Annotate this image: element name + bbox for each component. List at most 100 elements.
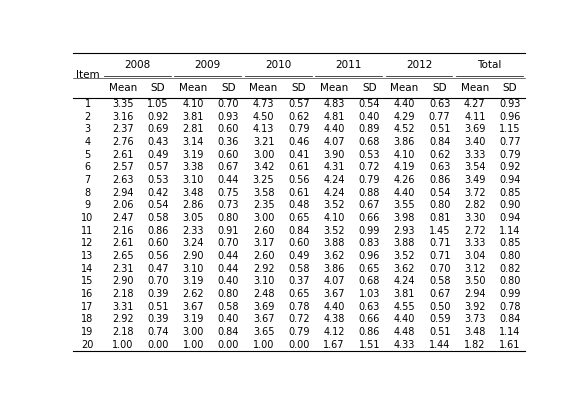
Text: SD: SD [362, 83, 377, 93]
Text: Mean: Mean [390, 83, 419, 93]
Text: 0.85: 0.85 [499, 188, 521, 198]
Text: 4.29: 4.29 [394, 112, 415, 122]
Text: 4.38: 4.38 [324, 314, 345, 324]
Text: 0.83: 0.83 [359, 238, 380, 248]
Text: 1.61: 1.61 [500, 340, 521, 349]
Text: 0.70: 0.70 [147, 276, 168, 286]
Text: 17: 17 [82, 301, 94, 312]
Text: 0.78: 0.78 [499, 301, 521, 312]
Text: 5: 5 [85, 150, 90, 160]
Text: 0.44: 0.44 [217, 264, 239, 274]
Text: 0.53: 0.53 [147, 175, 168, 185]
Text: 18: 18 [82, 314, 94, 324]
Text: 4.48: 4.48 [394, 327, 415, 337]
Text: 0.44: 0.44 [217, 251, 239, 261]
Text: 9: 9 [85, 200, 90, 210]
Text: 0.56: 0.56 [288, 175, 310, 185]
Text: 19: 19 [82, 327, 94, 337]
Text: SD: SD [503, 83, 517, 93]
Text: 0.48: 0.48 [288, 200, 310, 210]
Text: 0.84: 0.84 [217, 327, 239, 337]
Text: 0.86: 0.86 [359, 327, 380, 337]
Text: 0.54: 0.54 [359, 99, 380, 109]
Text: 1.00: 1.00 [253, 340, 274, 349]
Text: 0.54: 0.54 [429, 188, 451, 198]
Text: 0.67: 0.67 [217, 162, 239, 172]
Text: 0.80: 0.80 [500, 251, 521, 261]
Text: 3.69: 3.69 [464, 125, 486, 135]
Text: 3.52: 3.52 [394, 251, 415, 261]
Text: 4.12: 4.12 [323, 327, 345, 337]
Text: 3.86: 3.86 [324, 264, 345, 274]
Text: 3.24: 3.24 [182, 238, 204, 248]
Text: 3.33: 3.33 [464, 150, 486, 160]
Text: 3.10: 3.10 [182, 175, 204, 185]
Text: 0.54: 0.54 [147, 200, 168, 210]
Text: 3.81: 3.81 [394, 289, 415, 299]
Text: 2.86: 2.86 [182, 200, 204, 210]
Text: 2011: 2011 [335, 60, 362, 71]
Text: 0.65: 0.65 [288, 213, 310, 223]
Text: 1.82: 1.82 [464, 340, 486, 349]
Text: 0.58: 0.58 [288, 264, 310, 274]
Text: 0.67: 0.67 [429, 289, 451, 299]
Text: 0.75: 0.75 [217, 188, 239, 198]
Text: 0.92: 0.92 [147, 112, 168, 122]
Text: 3.81: 3.81 [182, 112, 204, 122]
Text: 1.15: 1.15 [499, 125, 521, 135]
Text: 3.69: 3.69 [253, 301, 274, 312]
Text: Mean: Mean [320, 83, 348, 93]
Text: 3.05: 3.05 [182, 213, 204, 223]
Text: 2010: 2010 [265, 60, 292, 71]
Text: 2012: 2012 [406, 60, 432, 71]
Text: 0.70: 0.70 [429, 264, 451, 274]
Text: 3.33: 3.33 [464, 238, 486, 248]
Text: 0.72: 0.72 [288, 314, 310, 324]
Text: 0.66: 0.66 [359, 314, 380, 324]
Text: 3.38: 3.38 [182, 162, 204, 172]
Text: 0.39: 0.39 [147, 314, 168, 324]
Text: SD: SD [292, 83, 306, 93]
Text: 2.92: 2.92 [112, 314, 134, 324]
Text: 0.60: 0.60 [288, 238, 310, 248]
Text: 0.88: 0.88 [359, 188, 380, 198]
Text: 0.42: 0.42 [147, 188, 168, 198]
Text: 3.67: 3.67 [182, 301, 204, 312]
Text: 0.79: 0.79 [288, 327, 310, 337]
Text: 3.72: 3.72 [464, 188, 486, 198]
Text: 0.99: 0.99 [500, 289, 521, 299]
Text: 2009: 2009 [195, 60, 221, 71]
Text: 0.79: 0.79 [359, 175, 380, 185]
Text: 3.98: 3.98 [394, 213, 415, 223]
Text: 4.40: 4.40 [394, 99, 415, 109]
Text: 0.66: 0.66 [359, 213, 380, 223]
Text: 0.78: 0.78 [288, 301, 310, 312]
Text: 0.58: 0.58 [147, 213, 168, 223]
Text: 3.14: 3.14 [182, 137, 204, 147]
Text: 3.54: 3.54 [464, 162, 486, 172]
Text: 4.73: 4.73 [253, 99, 275, 109]
Text: 3.67: 3.67 [323, 289, 345, 299]
Text: 2.61: 2.61 [112, 238, 134, 248]
Text: 0.93: 0.93 [500, 99, 521, 109]
Text: 2.62: 2.62 [182, 289, 204, 299]
Text: 2.82: 2.82 [464, 200, 486, 210]
Text: 4.83: 4.83 [324, 99, 345, 109]
Text: 3.88: 3.88 [394, 238, 415, 248]
Text: 2.31: 2.31 [112, 264, 134, 274]
Text: 0.60: 0.60 [217, 125, 239, 135]
Text: 3.40: 3.40 [464, 137, 486, 147]
Text: 0.62: 0.62 [429, 150, 451, 160]
Text: 0.68: 0.68 [359, 276, 380, 286]
Text: 3.25: 3.25 [253, 175, 275, 185]
Text: 0.73: 0.73 [217, 200, 239, 210]
Text: 0.84: 0.84 [500, 314, 521, 324]
Text: 3.73: 3.73 [464, 314, 486, 324]
Text: 3.10: 3.10 [253, 276, 274, 286]
Text: 2.90: 2.90 [112, 276, 134, 286]
Text: 0.57: 0.57 [288, 99, 310, 109]
Text: 0.49: 0.49 [288, 251, 310, 261]
Text: 2.93: 2.93 [394, 226, 415, 236]
Text: 3.31: 3.31 [112, 301, 134, 312]
Text: 1.00: 1.00 [112, 340, 134, 349]
